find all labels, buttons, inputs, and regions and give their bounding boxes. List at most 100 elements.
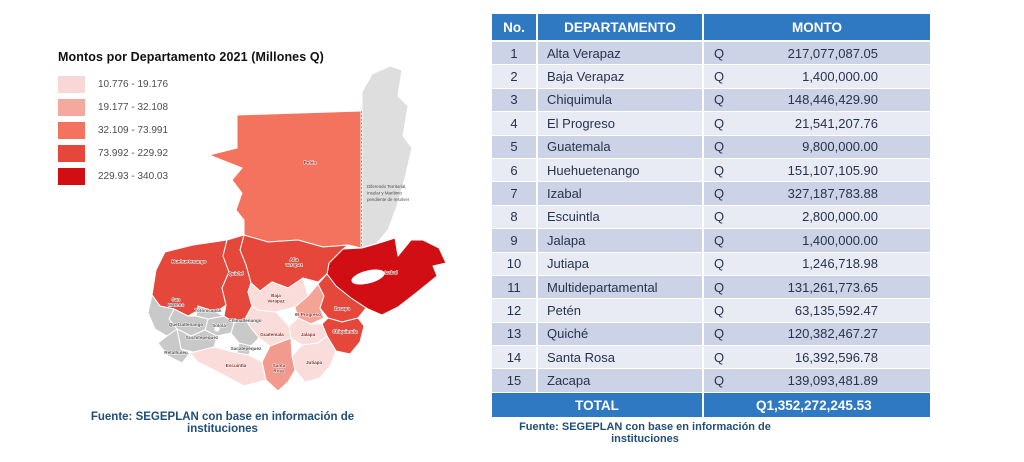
currency-symbol: Q bbox=[714, 186, 725, 202]
map-label-totonicapan: Totonicapán bbox=[195, 308, 222, 313]
map-labels: Petén Huehuetenango Quiché Alta Verapaz Izaba… bbox=[164, 160, 398, 374]
cell-monto: Q 21,541,207.76 bbox=[704, 112, 930, 134]
cell-monto: Q 1,400,000.00 bbox=[704, 229, 930, 251]
map-region-peten bbox=[208, 110, 362, 249]
cell-no: 4 bbox=[492, 112, 538, 135]
legend-range-label: 10.776 - 19.176 bbox=[98, 79, 169, 90]
header-departamento: DEPARTAMENTO bbox=[538, 14, 704, 40]
total-currency-symbol: Q bbox=[756, 397, 767, 413]
cell-departamento: Multidepartamental bbox=[538, 275, 704, 299]
map-legend: Montos por Departamento 2021 (Millones Q… bbox=[58, 50, 398, 188]
cell-departamento: Chiquimula bbox=[538, 88, 704, 112]
lake-atitlan bbox=[214, 326, 220, 332]
currency-symbol: Q bbox=[714, 45, 725, 61]
map-label-santa_rosa: Santa Rosa bbox=[273, 363, 286, 373]
cell-departamento: Jalapa bbox=[538, 229, 704, 252]
cell-amount: 139,093,481.89 bbox=[787, 373, 878, 389]
map-label-suchitepequez: Suchitepéquez bbox=[186, 335, 219, 340]
table-row: 5 Guatemala Q 9,800,000.00 bbox=[492, 135, 930, 159]
map-label-chiquimula: Chiquimula bbox=[332, 329, 357, 334]
map-label-san_marcos: San Marcos bbox=[168, 297, 185, 307]
guatemala-map: Diferendo Territorial, Insular y Marítim… bbox=[148, 65, 447, 392]
cell-no: 14 bbox=[492, 346, 538, 369]
legend-swatch bbox=[58, 145, 85, 162]
cell-no: 11 bbox=[492, 275, 538, 299]
table-row: 11 Multidepartamental Q 131,261,773.65 bbox=[492, 275, 930, 300]
legend-bin: 10.776 - 19.176 bbox=[58, 73, 398, 96]
currency-symbol: Q bbox=[714, 209, 725, 225]
cell-departamento: Jutiapa bbox=[538, 252, 704, 275]
map-label-jutiapa: Jutiapa bbox=[306, 360, 323, 365]
legend-bin: 32.109 - 73.991 bbox=[58, 119, 398, 142]
currency-symbol: Q bbox=[714, 139, 725, 155]
cell-amount: 2,800,000.00 bbox=[802, 209, 878, 225]
map-label-peten: Petén bbox=[304, 160, 317, 165]
currency-symbol: Q bbox=[714, 349, 725, 365]
cell-departamento: Zacapa bbox=[538, 369, 704, 392]
map-label-huehuetenango: Huehuetenango bbox=[172, 259, 207, 264]
cell-no: 8 bbox=[492, 205, 538, 229]
cell-amount: 16,392,596.78 bbox=[794, 349, 878, 365]
cell-no: 12 bbox=[492, 299, 538, 322]
table-total-row: TOTAL Q 1,352,272,245.53 bbox=[492, 393, 930, 418]
map-label-sacatepequez: Sacatepéquez bbox=[231, 346, 262, 351]
cell-monto: Q 151,107,105.90 bbox=[704, 159, 930, 181]
cell-monto: Q 131,261,773.65 bbox=[704, 276, 930, 298]
total-label: TOTAL bbox=[492, 393, 704, 418]
map-label-izabal: Izabal bbox=[385, 270, 398, 275]
cell-monto: Q 148,446,429.90 bbox=[704, 89, 930, 111]
map-label-baja_verapaz: Baja Verapaz bbox=[267, 293, 285, 303]
table-row: 2 Baja Verapaz Q 1,400,000.00 bbox=[492, 65, 930, 89]
legend-range-label: 32.109 - 73.991 bbox=[98, 125, 169, 136]
currency-symbol: Q bbox=[714, 373, 725, 389]
table-row: 12 Petén Q 63,135,592.47 bbox=[492, 299, 930, 323]
table-row: 13 Quiché Q 120,382,467.27 bbox=[492, 322, 930, 347]
table-row: 9 Jalapa Q 1,400,000.00 bbox=[492, 229, 930, 253]
cell-amount: 148,446,429.90 bbox=[787, 92, 878, 108]
table-row: 10 Jutiapa Q 1,246,718.98 bbox=[492, 252, 930, 276]
currency-symbol: Q bbox=[714, 232, 725, 248]
map-label-alta_verapaz: Alta Verapaz bbox=[285, 257, 303, 267]
legend-swatch bbox=[58, 122, 85, 139]
belize-territory-note: Diferendo Territorial, Insular y Marítim… bbox=[367, 184, 410, 202]
table-header-row: No. DEPARTAMENTO MONTO bbox=[492, 14, 930, 40]
map-label-quiche: Quiché bbox=[228, 271, 244, 276]
legend-bin: 229.93 - 340.03 bbox=[58, 165, 398, 188]
cell-departamento: El Progreso bbox=[538, 112, 704, 135]
currency-symbol: Q bbox=[714, 115, 725, 131]
table-row: 4 El Progreso Q 21,541,207.76 bbox=[492, 112, 930, 136]
legend-bin: 73.992 - 229.92 bbox=[58, 142, 398, 165]
map-label-chimaltenango: Chimaltenango bbox=[228, 318, 261, 323]
table-row: 7 Izabal Q 327,187,783.88 bbox=[492, 182, 930, 206]
lake-izabal bbox=[351, 269, 385, 285]
legend-range-label: 229.93 - 340.03 bbox=[98, 171, 169, 182]
cell-monto: Q 9,800,000.00 bbox=[704, 136, 930, 158]
map-source-note: Fuente: SEGEPLAN con base en información… bbox=[90, 411, 355, 435]
belize-note-line3: pendiente de resolver bbox=[367, 197, 410, 202]
cell-departamento: Escuintla bbox=[538, 205, 704, 229]
map-label-escuintla: Escuintla bbox=[226, 363, 247, 368]
header-monto: MONTO bbox=[792, 19, 842, 35]
currency-symbol: Q bbox=[714, 279, 725, 295]
cell-no: 6 bbox=[492, 158, 538, 182]
currency-symbol: Q bbox=[714, 69, 725, 85]
cell-monto: Q 1,400,000.00 bbox=[704, 65, 930, 87]
map-region-escuintla bbox=[189, 346, 267, 387]
map-region-chimaltenango bbox=[230, 318, 260, 347]
table-row: 6 Huehuetenango Q 151,107,105.90 bbox=[492, 158, 930, 183]
map-label-solola: Sololá bbox=[212, 323, 226, 328]
belize-note-line1: Diferendo Territorial, bbox=[367, 184, 406, 189]
cell-amount: 1,246,718.98 bbox=[802, 256, 878, 272]
cell-no: 10 bbox=[492, 252, 538, 275]
cell-departamento: Santa Rosa bbox=[538, 346, 704, 369]
currency-symbol: Q bbox=[714, 92, 725, 108]
map-label-quetzaltenango: Quetzaltenango bbox=[169, 322, 204, 327]
legend-range-label: 73.992 - 229.92 bbox=[98, 148, 169, 159]
map-label-el_progreso: El Progreso bbox=[295, 312, 321, 317]
cell-departamento: Huehuetenango bbox=[538, 158, 704, 182]
cell-no: 7 bbox=[492, 182, 538, 205]
cell-amount: 63,135,592.47 bbox=[794, 302, 878, 318]
belize-note-line2: Insular y Marítimo bbox=[367, 191, 402, 196]
cell-amount: 1,400,000.00 bbox=[802, 69, 878, 85]
legend-range-label: 19.177 - 32.108 bbox=[98, 102, 169, 113]
